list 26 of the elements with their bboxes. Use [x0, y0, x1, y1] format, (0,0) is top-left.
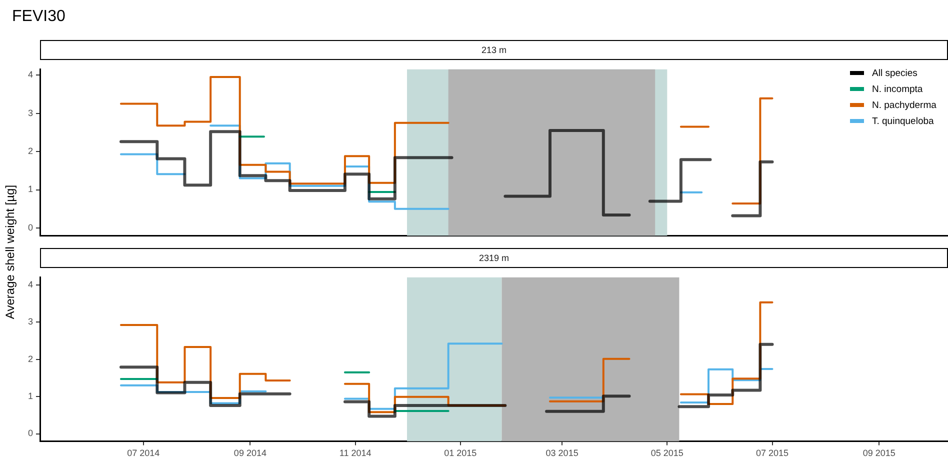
y-tick-label: 2 — [28, 146, 33, 156]
chart-title: FEVI30 — [12, 8, 66, 26]
x-tick-label: 09 2014 — [234, 448, 266, 458]
y-tick-label: 0 — [28, 428, 33, 438]
y-tick-label: 2 — [28, 354, 33, 364]
y-tick-label: 4 — [28, 70, 33, 80]
legend-label: N. incompta — [871, 83, 924, 97]
y-tick-label: 3 — [28, 316, 33, 327]
y-tick-label: 0 — [28, 222, 33, 232]
x-tick-label: 05 2015 — [650, 448, 684, 458]
y-tick-label: 4 — [28, 279, 33, 290]
y-tick-label: 1 — [28, 391, 33, 402]
y-axis-title: Average shell weight [µg] — [3, 184, 17, 322]
x-tick-label: 07 2015 — [756, 448, 789, 458]
legend-label: T. quinqueloba — [871, 115, 935, 129]
x-tick-label: 09 2015 — [862, 448, 896, 458]
x-tick-label: 11 2014 — [339, 448, 372, 458]
legend-label: All species — [871, 67, 918, 81]
chart-subtitle: 213 m — [40, 40, 948, 60]
chart-subtitle: 2319 m — [40, 248, 948, 268]
x-tick-label: 03 2015 — [546, 448, 578, 458]
legend-label: N. pachyderma — [871, 99, 938, 113]
x-tick-label: 01 2015 — [444, 448, 477, 458]
x-tick-label: 07 2014 — [127, 448, 160, 458]
y-tick-label: 1 — [28, 184, 33, 194]
y-tick-label: 3 — [28, 108, 33, 118]
